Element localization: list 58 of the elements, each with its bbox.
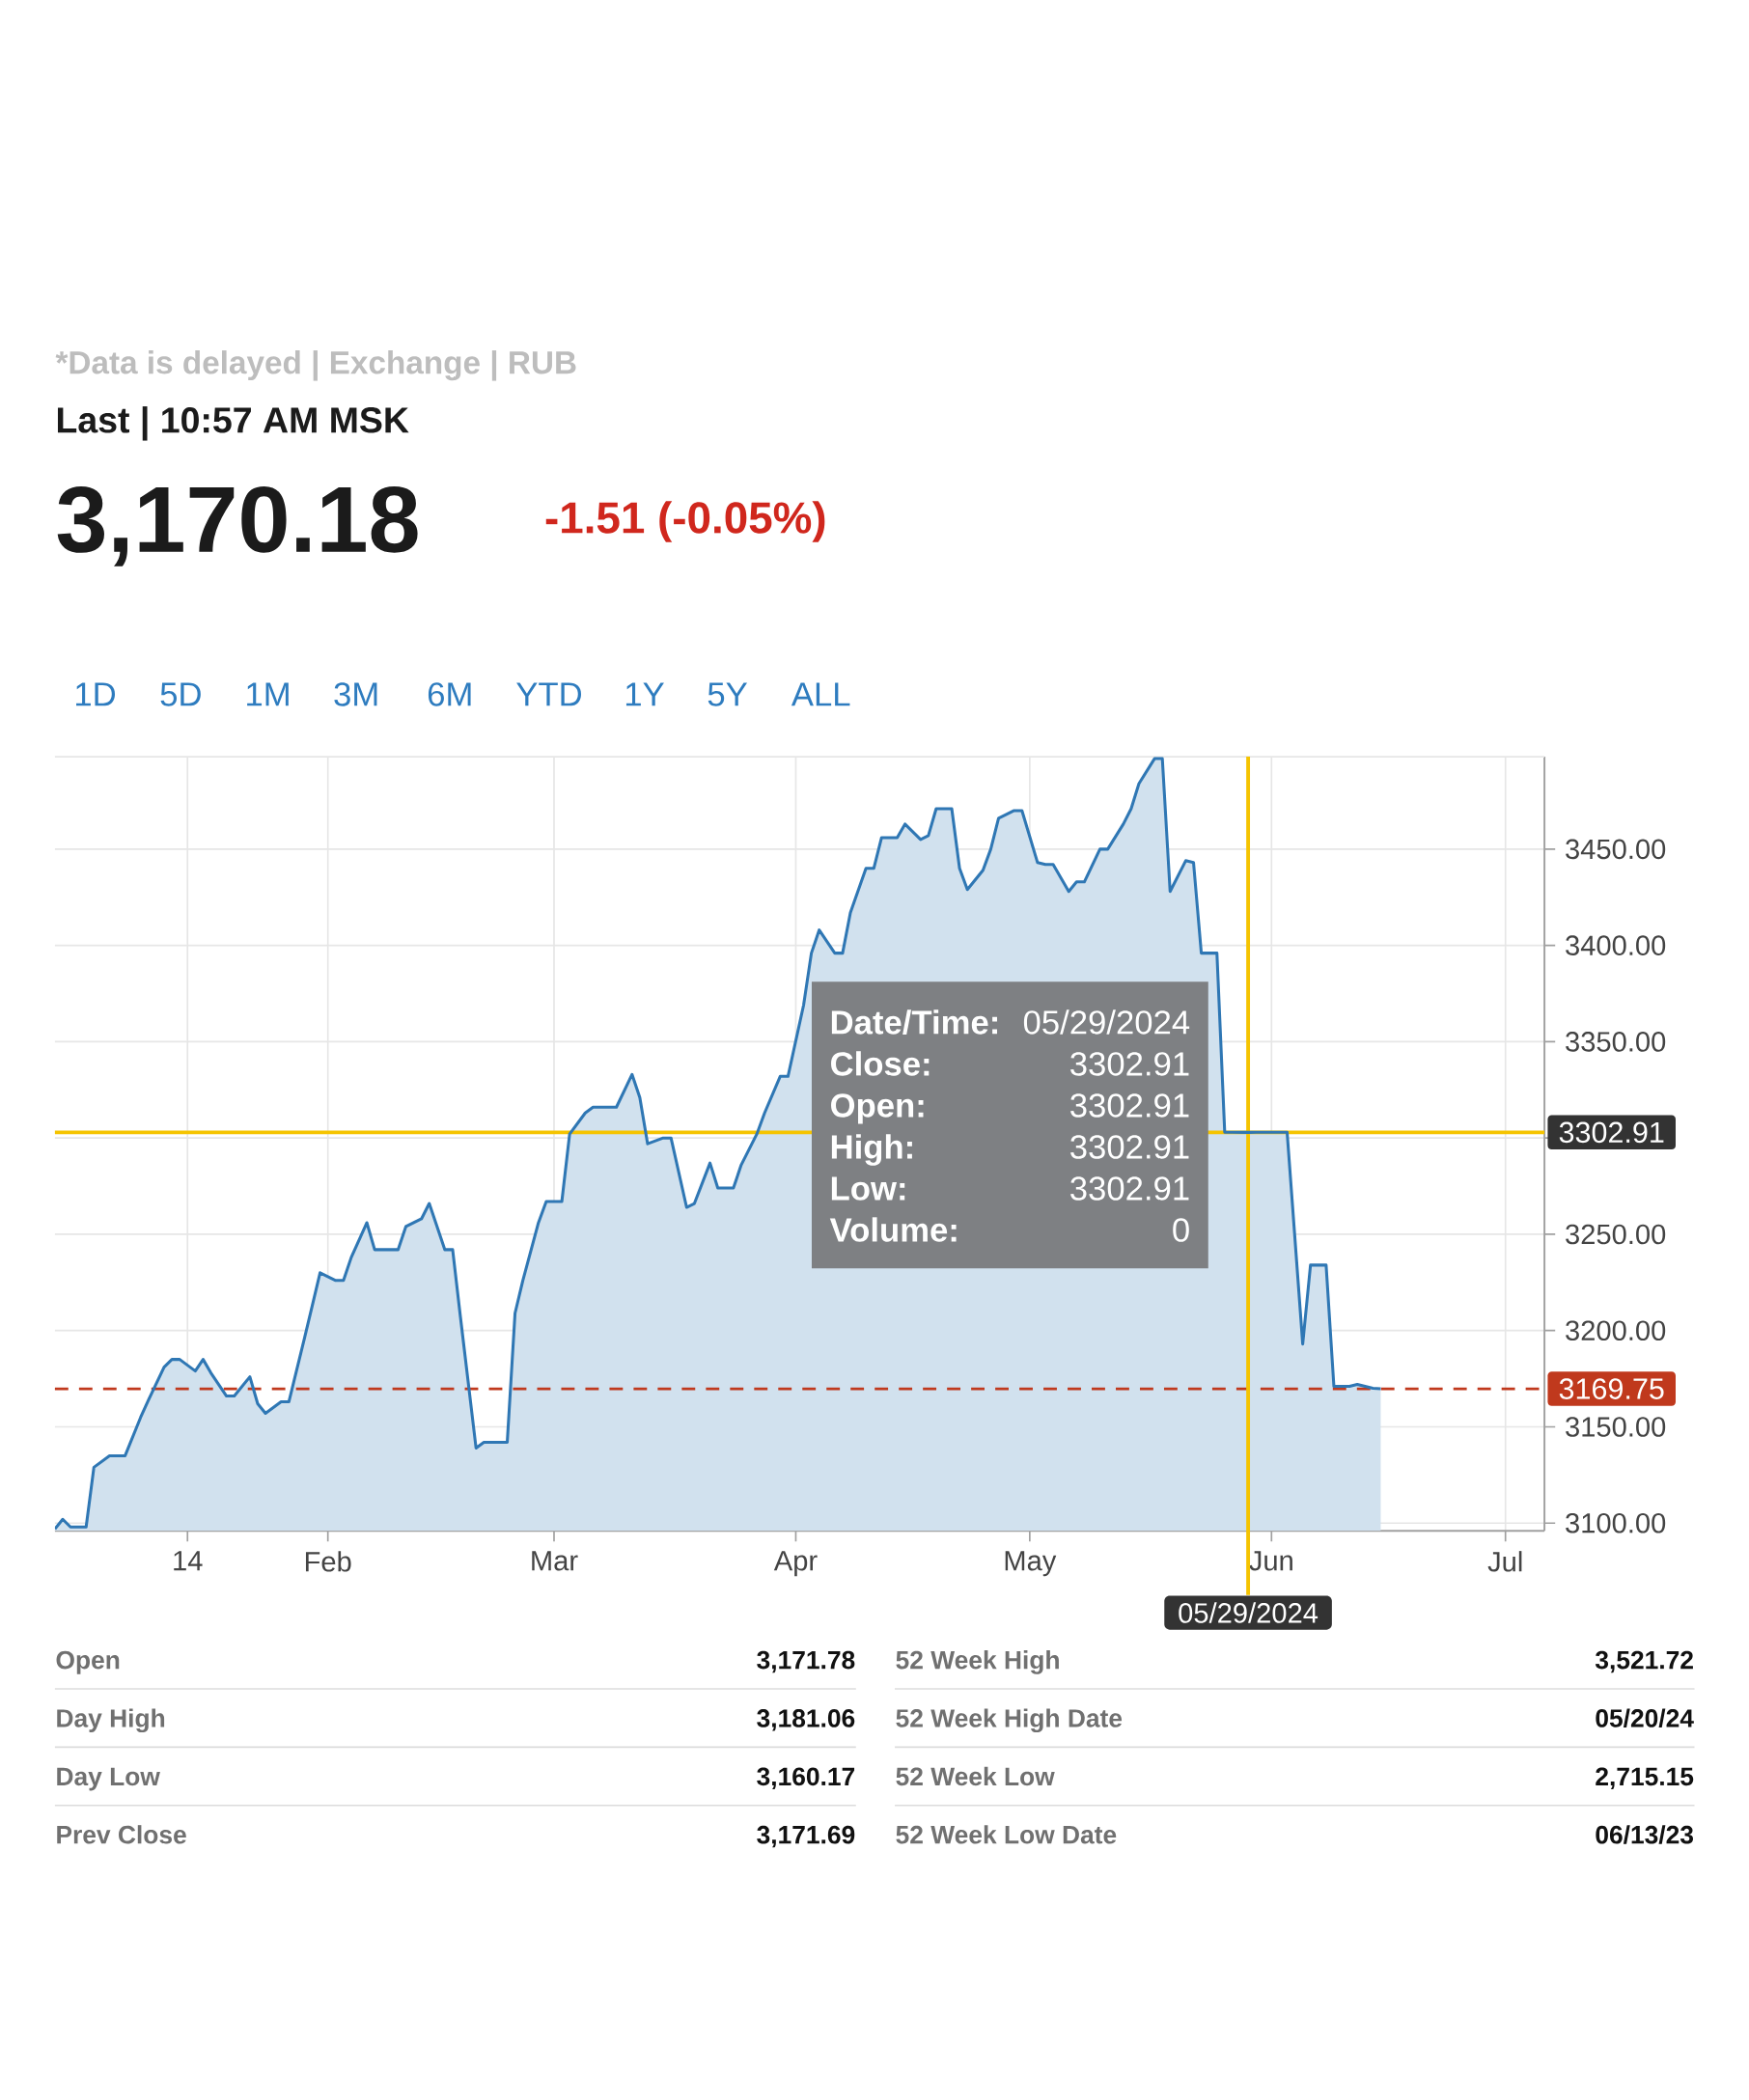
annotation: Date/Time: (831, 1009, 997, 1036)
annotation: 3302.91 (1069, 1052, 1189, 1076)
text: 1D (75, 682, 115, 706)
text: YTD (515, 682, 581, 706)
annotation: 3302.91 (1069, 1093, 1189, 1118)
y-tick-label: 3200.00 (1565, 1320, 1665, 1341)
annotation: 05/29/2024 (1023, 1009, 1189, 1035)
x-tick-label: Mar (532, 1551, 578, 1571)
x-tick-label: May (1005, 1551, 1057, 1577)
x-tick-label: Jul (1487, 1551, 1522, 1572)
annotation: Close: (830, 1051, 930, 1076)
annotation: Low: (831, 1176, 904, 1201)
text: 6M (428, 682, 471, 706)
text: 05/20/24 (1596, 1708, 1694, 1728)
x-tick-label: Jun (1249, 1551, 1292, 1571)
text: 3M (334, 682, 377, 706)
text: Open (56, 1650, 120, 1674)
text: 3,181.06 (757, 1709, 855, 1731)
text: Prev Close (57, 1825, 186, 1844)
text: 2,715.15 (1596, 1767, 1694, 1789)
text: Last | 10:57 AM MSK (57, 406, 409, 441)
text: 3,170.18 (57, 485, 418, 566)
annotation: 3302.91 (1069, 1176, 1189, 1201)
text: 52 Week Low Date (896, 1825, 1117, 1844)
y-tick-label: 3250.00 (1565, 1224, 1665, 1245)
text: 3,521.72 (1595, 1650, 1693, 1673)
ref-line-label: 05/29/2024 (1179, 1602, 1318, 1623)
text: ALL (791, 682, 850, 706)
y-tick-label: 3400.00 (1565, 935, 1665, 955)
annotation: Open: (830, 1093, 924, 1124)
x-tick-label: 14 (174, 1551, 203, 1571)
ref-line-label: 3169.75 (1559, 1378, 1664, 1399)
text: 52 Week Low (896, 1766, 1055, 1786)
text: Day Low (57, 1767, 160, 1791)
x-tick-label: Feb (305, 1551, 351, 1572)
y-tick-label: 3350.00 (1565, 1032, 1665, 1052)
text: 5Y (708, 682, 747, 706)
y-tick-label: 3100.00 (1565, 1512, 1665, 1534)
text: 52 Week High (896, 1650, 1059, 1674)
text: 3,171.78 (757, 1650, 855, 1673)
y-tick-label: 3150.00 (1565, 1417, 1665, 1437)
annotation: High: (831, 1134, 912, 1166)
text: -1.51 (-0.05%) (545, 501, 825, 542)
text: 1M (246, 682, 289, 706)
ref-line-label: 3302.91 (1559, 1121, 1664, 1144)
text: 3,171.69 (757, 1825, 855, 1848)
text: 1Y (625, 682, 664, 706)
text: Day High (57, 1708, 164, 1733)
text: 3,160.17 (757, 1767, 854, 1789)
annotation: 3302.91 (1069, 1135, 1189, 1159)
annotation: 0 (1173, 1218, 1189, 1242)
text: 5D (160, 682, 201, 706)
text: *Data is delayed | Exchange | RUB (55, 350, 576, 381)
x-tick-label: Apr (773, 1551, 818, 1577)
text: 52 Week High Date (896, 1708, 1122, 1733)
annotation: Volume: (829, 1217, 957, 1242)
y-tick-label: 3450.00 (1565, 839, 1665, 860)
text: 06/13/23 (1596, 1825, 1693, 1844)
